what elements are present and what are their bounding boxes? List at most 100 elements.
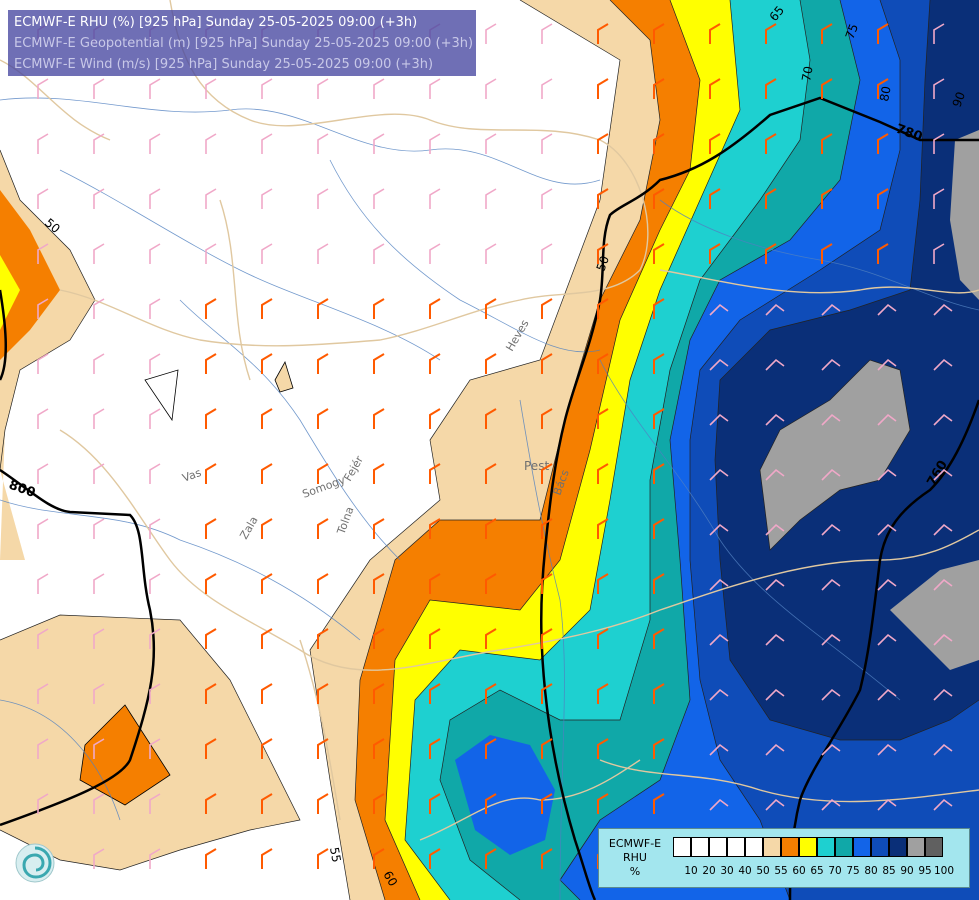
wind-barb [597, 298, 609, 319]
wind-barb [933, 413, 953, 426]
wind-barb [877, 23, 889, 44]
legend-swatch [799, 837, 817, 857]
wind-barb [93, 133, 105, 154]
wind-barb [37, 683, 49, 704]
wind-barb [149, 683, 161, 704]
wind-barb [93, 628, 105, 649]
legend-tick-label: 50 [756, 865, 770, 877]
legend-tick-label: 65 [810, 865, 824, 877]
wind-barb [485, 133, 497, 154]
wind-barb [149, 848, 161, 869]
wind-barb [261, 298, 273, 319]
wind-barb [429, 133, 441, 154]
legend-swatch [745, 837, 763, 857]
wind-barb [261, 518, 273, 539]
wind-barb [93, 573, 105, 594]
rhu-small-blob [274, 360, 294, 393]
wind-barb [37, 243, 49, 264]
wind-barb [261, 573, 273, 594]
rhu-west-60 [0, 190, 60, 360]
legend-swatch [709, 837, 727, 857]
wind-barb [821, 243, 833, 264]
wind-barb [205, 243, 217, 264]
wind-barb [205, 133, 217, 154]
wind-barb [765, 23, 777, 44]
wind-barb [709, 523, 729, 536]
wind-barb [709, 303, 729, 316]
legend-swatches [673, 837, 943, 857]
wind-barb [541, 463, 553, 484]
wind-barb [933, 78, 945, 99]
ecmwf-logo-icon [15, 843, 55, 883]
wind-barb [541, 793, 553, 814]
geopotential-contours [0, 96, 979, 900]
wind-barb [709, 688, 729, 701]
wind-barb [877, 468, 897, 481]
title-wind: ECMWF-E Wind (m/s) [925 hPa] Sunday 25-0… [14, 57, 434, 72]
wind-barb [653, 408, 665, 429]
wind-barb [597, 408, 609, 429]
wind-barb [317, 518, 329, 539]
rhu-band-95-east [760, 360, 910, 550]
wind-barb [765, 798, 785, 811]
wind-barb [709, 468, 729, 481]
wind-barb [597, 243, 609, 264]
wind-barb [37, 133, 49, 154]
wind-barb [653, 298, 665, 319]
borders [0, 0, 979, 841]
wind-barb [149, 573, 161, 594]
wind-barb [149, 78, 161, 99]
wind-barb [933, 358, 953, 371]
wind-barb [429, 298, 441, 319]
wind-barb [205, 518, 217, 539]
label-55: 55 [327, 846, 343, 863]
title-box: ECMWF-E RHU (%) [925 hPa] Sunday 25-05-2… [8, 10, 476, 76]
wind-barb [373, 243, 385, 264]
wind-barb [877, 743, 897, 756]
wind-barb [709, 243, 721, 264]
wind-barb [709, 743, 729, 756]
wind-barb [149, 298, 161, 319]
legend-swatch [691, 837, 709, 857]
wind-barb [429, 683, 441, 704]
wind-barb [373, 848, 385, 869]
wind-barb [933, 133, 945, 154]
rhu-southwest-55 [0, 615, 300, 870]
wind-barb [205, 573, 217, 594]
wind-barb [317, 628, 329, 649]
legend-tick-label: 75 [846, 865, 860, 877]
wind-barb [821, 413, 841, 426]
wind-barb [93, 848, 105, 869]
wind-barb [149, 243, 161, 264]
wind-barb [149, 353, 161, 374]
wind-barb [653, 738, 665, 759]
wind-barb [205, 793, 217, 814]
wind-barb [653, 518, 665, 539]
wind-barb [373, 353, 385, 374]
wind-barb [37, 408, 49, 429]
legend-swatch [925, 837, 943, 857]
wind-barb [37, 298, 49, 319]
wind-barb [541, 628, 553, 649]
wind-barb [597, 518, 609, 539]
wind-barb [205, 298, 217, 319]
wind-barb [93, 408, 105, 429]
wind-barb [317, 298, 329, 319]
wind-barb [205, 628, 217, 649]
place-pest: Pest [524, 459, 549, 473]
geopotential-780 [0, 96, 979, 900]
wind-barb [261, 243, 273, 264]
legend-tick-label: 20 [702, 865, 716, 877]
wind-barb [597, 738, 609, 759]
wind-barb [37, 738, 49, 759]
wind-barb [541, 23, 553, 44]
wind-barb [149, 408, 161, 429]
wind-barb [373, 683, 385, 704]
label-70: 70 [799, 65, 815, 82]
wind-barb [205, 848, 217, 869]
wind-barb [485, 78, 497, 99]
wind-barb [37, 793, 49, 814]
wind-barb [429, 78, 441, 99]
